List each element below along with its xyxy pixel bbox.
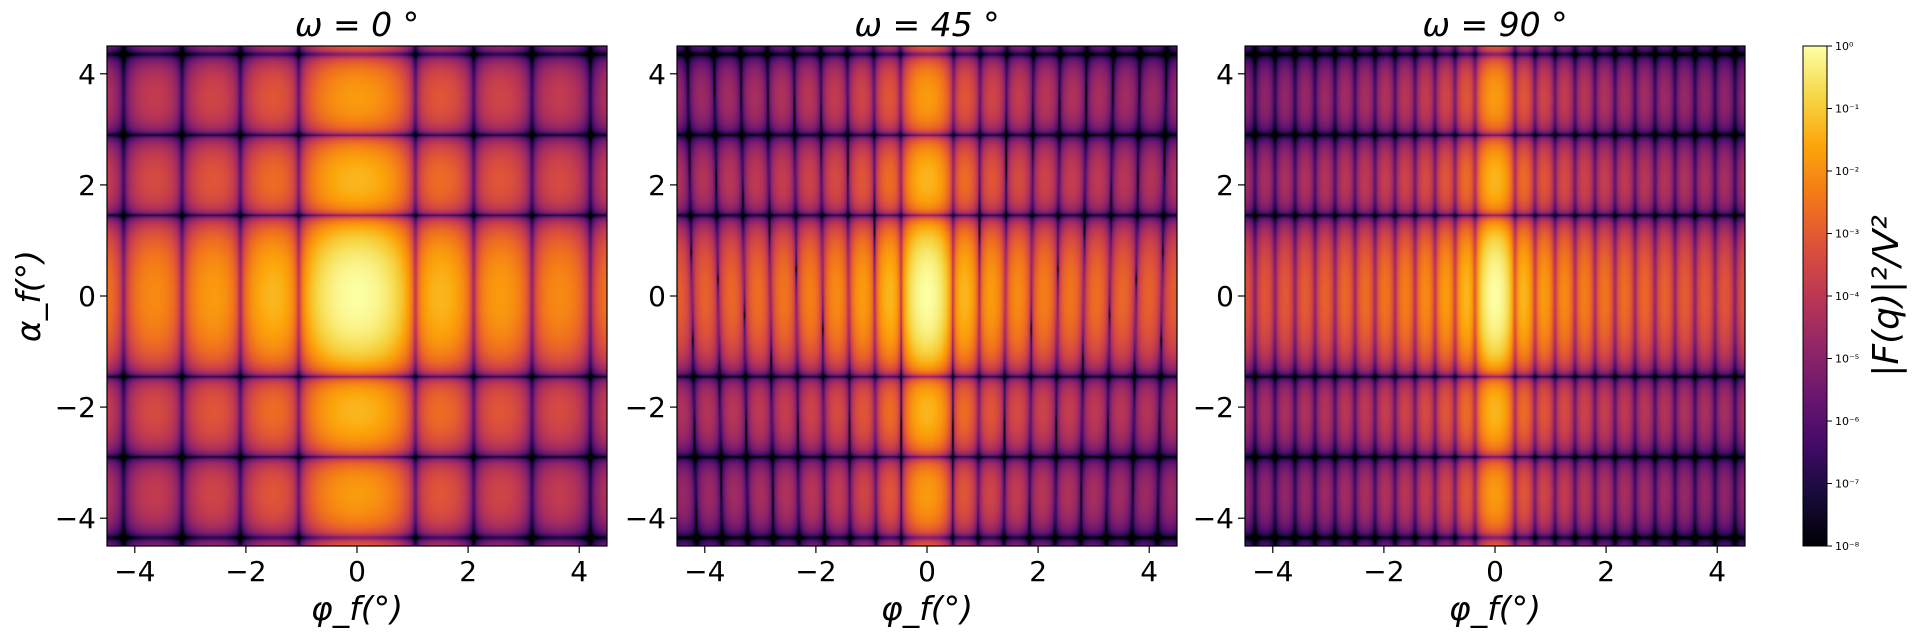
- x-tick-label: −2: [795, 555, 836, 588]
- x-tick-label: −4: [114, 555, 155, 588]
- colorbar: 10⁻⁸ 10⁻⁷ 10⁻⁶ 10⁻⁵ 10⁻⁴ 10⁻³ 10⁻² 10⁻¹ 10⁰ |F(q…: [1802, 40, 1907, 553]
- panel-omega-45: ω = 45 ° −4 −2 0 2 4 −4 −2 0 2 4 φ_f(°): [625, 5, 1178, 628]
- heatmap-image: [107, 46, 607, 546]
- x-tick-label: 0: [1486, 555, 1504, 588]
- y-tick-label: −4: [55, 502, 96, 535]
- y-tick-label: 2: [648, 169, 666, 202]
- y-tick-label: −2: [625, 391, 666, 424]
- x-axis-label: φ_f(°): [881, 589, 973, 628]
- x-tick-label: 4: [1708, 555, 1726, 588]
- y-tick-label: 0: [78, 280, 96, 313]
- y-ticks: −4 −2 0 2 4: [55, 58, 107, 535]
- y-tick-label: 0: [1216, 280, 1234, 313]
- x-tick-label: 2: [1029, 555, 1047, 588]
- colorbar-tick-label: 10⁻⁷: [1835, 478, 1859, 491]
- panel-omega-90: ω = 90 ° −4 −2 0 2 4 −4 −2 0 2 4 φ_f(°): [1193, 5, 1746, 628]
- x-tick-label: 0: [348, 555, 366, 588]
- colorbar-label: |F(q)|²/V²: [1866, 215, 1907, 377]
- x-tick-label: −2: [1363, 555, 1404, 588]
- colorbar-tick-label: 10⁰: [1835, 40, 1854, 53]
- colorbar-tick-label: 10⁻²: [1835, 165, 1859, 178]
- x-tick-label: 2: [459, 555, 477, 588]
- y-tick-label: 2: [78, 169, 96, 202]
- x-tick-label: 2: [1597, 555, 1615, 588]
- y-tick-label: 4: [648, 58, 666, 91]
- y-tick-label: −4: [1193, 502, 1234, 535]
- y-tick-label: 4: [1216, 58, 1234, 91]
- y-tick-label: 0: [648, 280, 666, 313]
- heatmap-image: [677, 46, 1177, 546]
- y-axis-label: α_f(°): [9, 250, 48, 342]
- y-tick-label: −2: [55, 391, 96, 424]
- x-tick-label: 4: [1140, 555, 1158, 588]
- colorbar-tick-label: 10⁻⁵: [1835, 353, 1859, 366]
- x-tick-label: 0: [918, 555, 936, 588]
- colorbar-tick-label: 10⁻⁶: [1835, 415, 1860, 428]
- x-tick-label: −4: [684, 555, 725, 588]
- x-ticks: −4 −2 0 2 4: [684, 546, 1158, 588]
- colorbar-tick-label: 10⁻¹: [1835, 103, 1859, 116]
- colorbar-tick-label: 10⁻³: [1835, 228, 1859, 241]
- colorbar-tick-label: 10⁻⁸: [1835, 540, 1860, 553]
- x-axis-label: φ_f(°): [1449, 589, 1541, 628]
- y-tick-label: −4: [625, 502, 666, 535]
- y-ticks: −4 −2 0 2 4: [1193, 58, 1245, 535]
- colorbar-gradient: [1802, 45, 1828, 547]
- x-tick-label: −2: [225, 555, 266, 588]
- panel-title: ω = 90 °: [1422, 5, 1567, 44]
- x-ticks: −4 −2 0 2 4: [114, 546, 588, 588]
- y-tick-label: −2: [1193, 391, 1234, 424]
- colorbar-tick-label: 10⁻⁴: [1835, 290, 1860, 303]
- panel-title: ω = 45 °: [854, 5, 999, 44]
- panel-omega-0: ω = 0 ° −4 −2 0 2 4 −4 −2 0 2 4 φ_f(°) α_f(°): [9, 5, 608, 628]
- y-ticks: −4 −2 0 2 4: [625, 58, 677, 535]
- heatmap-image: [1245, 46, 1745, 546]
- y-tick-label: 2: [1216, 169, 1234, 202]
- x-tick-label: −4: [1252, 555, 1293, 588]
- x-tick-label: 4: [570, 555, 588, 588]
- x-ticks: −4 −2 0 2 4: [1252, 546, 1726, 588]
- y-tick-label: 4: [78, 58, 96, 91]
- panel-title: ω = 0 °: [295, 5, 419, 44]
- x-axis-label: φ_f(°): [311, 589, 403, 628]
- colorbar-ticks: 10⁻⁸ 10⁻⁷ 10⁻⁶ 10⁻⁵ 10⁻⁴ 10⁻³ 10⁻² 10⁻¹ 10⁰: [1827, 40, 1860, 553]
